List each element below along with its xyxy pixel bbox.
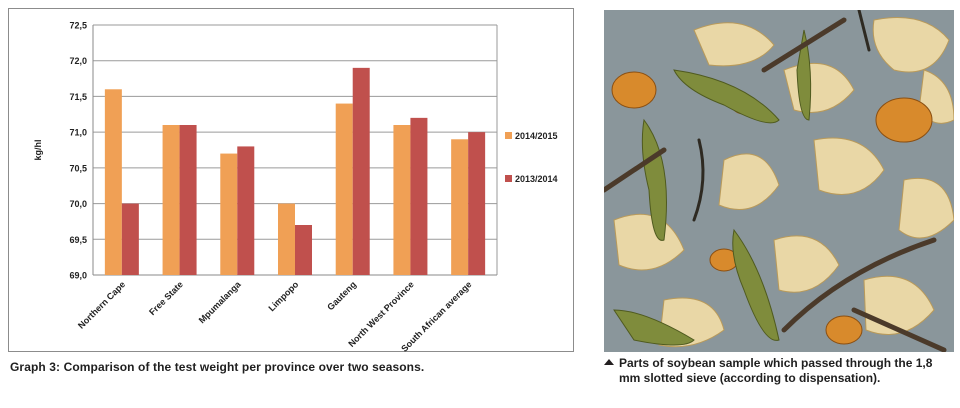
chart-panel: 69,0 69,5 70,0 70,5 71,0 71,5 72,0 72,5 kg/hl Nor… bbox=[8, 8, 574, 354]
y-tick-label: 70,5 bbox=[69, 163, 87, 173]
bar bbox=[104, 89, 122, 276]
y-tick-label: 69,0 bbox=[69, 271, 87, 281]
bar bbox=[352, 67, 370, 275]
x-tick-label: Northern Cape bbox=[76, 279, 127, 330]
bar bbox=[451, 139, 469, 275]
bar bbox=[220, 153, 238, 275]
bar bbox=[162, 125, 180, 275]
x-tick-label: Gauteng bbox=[325, 279, 358, 312]
bar bbox=[410, 117, 428, 275]
bar bbox=[393, 125, 411, 275]
y-tick-label: 72,5 bbox=[69, 21, 87, 31]
y-tick-label: 69,5 bbox=[69, 235, 87, 245]
x-tick-label: Free State bbox=[147, 279, 185, 317]
bar bbox=[335, 103, 353, 275]
triangle-up-icon bbox=[604, 359, 614, 365]
photo-caption-text: Parts of soybean sample which passed thr… bbox=[619, 356, 933, 385]
x-tick-label: Limpopo bbox=[266, 279, 300, 313]
y-tick-label: 72,0 bbox=[69, 56, 87, 66]
legend-label: 2014/2015 bbox=[515, 131, 558, 141]
bar bbox=[237, 146, 255, 275]
legend-swatch bbox=[505, 175, 512, 182]
y-tick-label: 71,0 bbox=[69, 128, 87, 138]
bar bbox=[278, 203, 295, 275]
soybean-photo-illustration bbox=[604, 10, 954, 352]
bar bbox=[121, 203, 139, 275]
chart-caption: Graph 3: Comparison of the test weight p… bbox=[10, 360, 425, 374]
x-tick-label: North West Province bbox=[346, 279, 416, 349]
bar bbox=[468, 132, 486, 275]
soybean-photo bbox=[604, 10, 954, 352]
y-tick-label: 70,0 bbox=[69, 199, 87, 209]
legend-label: 2013/2014 bbox=[515, 174, 558, 184]
y-tick-label: 71,5 bbox=[69, 92, 87, 102]
legend-swatch bbox=[505, 132, 512, 139]
y-axis-title: kg/hl bbox=[33, 139, 43, 160]
x-tick-label: Mpumalanga bbox=[197, 279, 244, 326]
bar bbox=[295, 225, 312, 275]
bar bbox=[179, 125, 197, 275]
bar-chart: 69,0 69,5 70,0 70,5 71,0 71,5 72,0 72,5 kg/hl Nor… bbox=[33, 21, 558, 354]
photo-caption: Parts of soybean sample which passed thr… bbox=[604, 356, 954, 386]
